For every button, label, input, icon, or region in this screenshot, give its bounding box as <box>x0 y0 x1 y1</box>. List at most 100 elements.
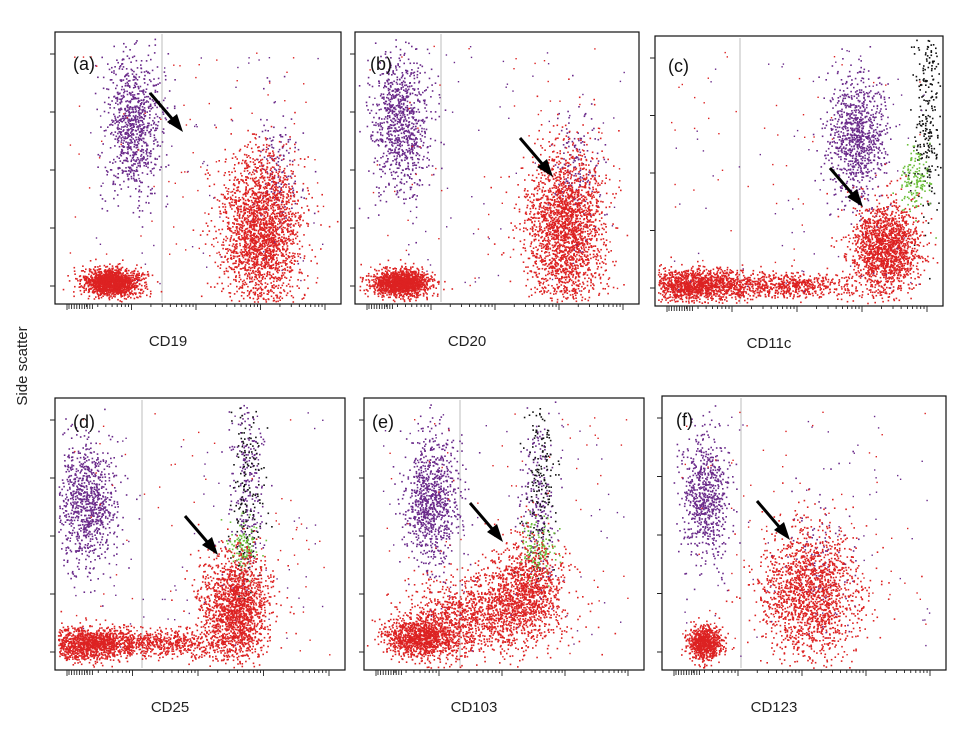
data-point <box>263 88 265 90</box>
data-point <box>263 125 265 127</box>
data-point <box>227 271 229 273</box>
data-point <box>143 109 145 111</box>
data-point <box>141 90 143 92</box>
data-point <box>135 109 137 111</box>
data-point <box>139 124 141 126</box>
data-point <box>121 137 123 139</box>
data-point <box>126 126 128 128</box>
data-point <box>125 101 127 103</box>
data-point <box>108 283 110 285</box>
data-point <box>122 291 124 293</box>
data-point <box>163 100 165 102</box>
data-point <box>160 145 162 147</box>
data-point <box>95 93 97 95</box>
data-point <box>165 117 167 119</box>
data-point <box>130 100 132 102</box>
data-point <box>117 62 119 64</box>
data-point <box>135 124 137 126</box>
data-point <box>98 154 100 156</box>
data-point <box>144 282 146 284</box>
data-point <box>125 113 127 115</box>
data-point <box>113 279 115 281</box>
data-point <box>103 285 105 287</box>
data-point <box>119 112 121 114</box>
data-point <box>99 271 101 273</box>
data-point <box>137 157 139 159</box>
data-point <box>133 123 135 125</box>
data-point <box>158 121 160 123</box>
data-point <box>145 91 147 93</box>
data-point <box>284 168 286 170</box>
data-point <box>121 150 123 152</box>
data-point <box>97 269 99 271</box>
data-point <box>118 157 120 159</box>
data-point <box>138 93 140 95</box>
data-point <box>120 118 122 120</box>
data-point <box>120 128 122 130</box>
data-point <box>140 158 142 160</box>
data-point <box>102 143 104 145</box>
data-point <box>125 117 127 119</box>
data-point <box>129 58 131 60</box>
data-point <box>122 68 124 70</box>
data-point <box>118 283 120 285</box>
data-point <box>163 128 165 130</box>
data-point <box>102 279 104 281</box>
data-point <box>129 123 131 125</box>
data-point <box>141 60 143 62</box>
data-point <box>109 276 111 278</box>
data-point <box>115 289 117 291</box>
data-point <box>150 59 152 61</box>
data-point <box>273 298 275 300</box>
data-point <box>117 286 119 288</box>
data-point <box>137 271 139 273</box>
y-axis-label: Side scatter <box>14 326 31 405</box>
data-point <box>109 69 111 71</box>
data-point <box>156 84 158 86</box>
data-point <box>132 99 134 101</box>
data-point <box>132 129 134 131</box>
data-point <box>291 207 293 209</box>
data-point <box>132 91 134 93</box>
data-point <box>93 283 95 285</box>
data-point <box>123 79 125 81</box>
data-point <box>111 100 113 102</box>
data-point <box>111 79 113 81</box>
data-point <box>150 291 152 293</box>
data-point <box>119 184 121 186</box>
data-point <box>85 289 87 291</box>
data-point <box>134 154 136 156</box>
data-point <box>100 126 102 128</box>
data-point <box>147 125 149 127</box>
data-point <box>86 281 88 283</box>
data-point <box>153 168 155 170</box>
data-point <box>127 278 129 280</box>
data-point <box>155 39 157 41</box>
data-point <box>283 115 285 117</box>
data-point <box>126 91 128 93</box>
data-point <box>120 133 122 135</box>
data-point <box>132 123 134 125</box>
data-point <box>84 271 86 273</box>
data-point <box>122 289 124 291</box>
data-point <box>230 133 232 135</box>
data-point <box>148 132 150 134</box>
data-point <box>138 288 140 290</box>
data-point <box>101 152 103 154</box>
data-point <box>153 123 155 125</box>
data-point <box>141 131 143 133</box>
data-point <box>285 217 287 219</box>
data-point <box>115 278 117 280</box>
data-point <box>127 143 129 145</box>
data-point <box>307 288 309 290</box>
data-point <box>155 114 157 116</box>
data-point <box>138 200 140 202</box>
data-point <box>92 292 94 294</box>
data-point <box>149 45 151 47</box>
data-point <box>132 94 134 96</box>
data-point <box>275 184 277 186</box>
data-point <box>140 155 142 157</box>
data-point <box>138 114 140 116</box>
data-point <box>129 119 131 121</box>
data-point <box>138 110 140 112</box>
